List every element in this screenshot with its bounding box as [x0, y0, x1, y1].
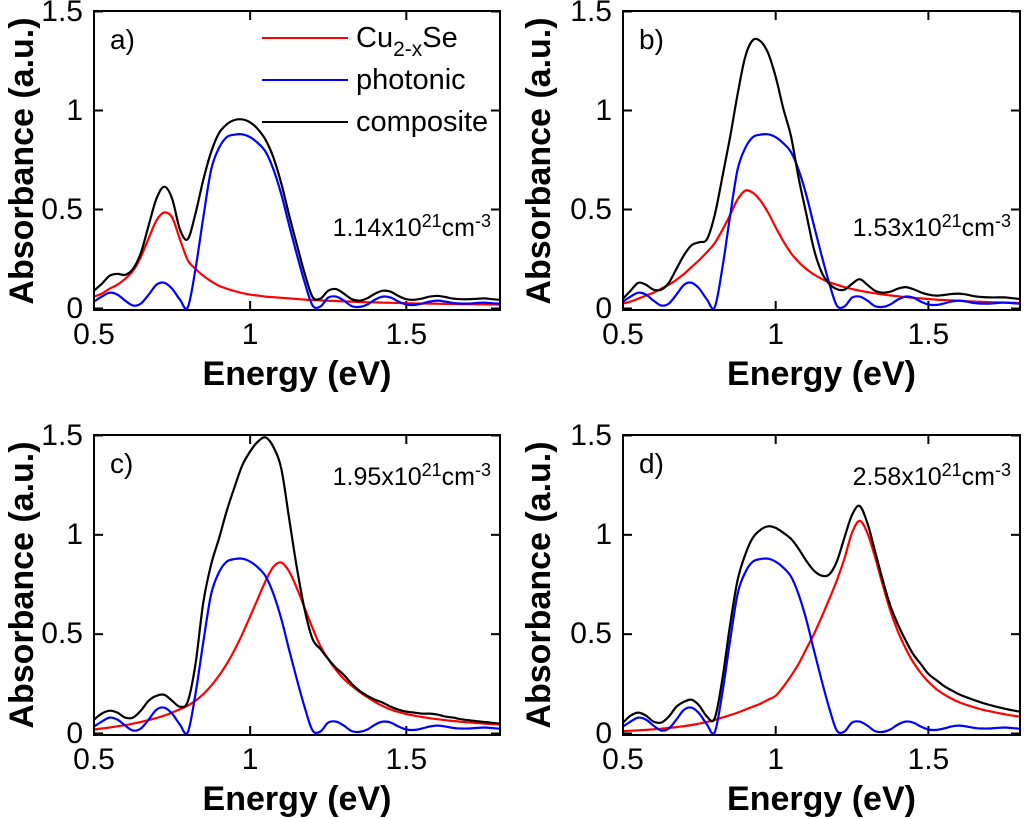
x-tick-label-d-2: 1.5: [907, 743, 950, 776]
y-tick-label-a-3: 1.5: [41, 0, 83, 28]
y-tick-label-b-0: 0: [595, 291, 612, 325]
annotation-superscript: 21: [941, 211, 962, 231]
x-tick-label-b-1: 1: [767, 318, 785, 351]
annotation-superscript: -3: [474, 211, 491, 231]
y-tick-label-b-3: 1.5: [570, 0, 612, 28]
y-axis-label-a: Absorbance (a.u.): [3, 16, 41, 305]
annotation-text: cm: [961, 214, 995, 242]
panel-label-a: a): [110, 24, 135, 55]
x-tick-label-a-2: 1.5: [385, 318, 428, 351]
curve-c-photonic: [95, 557, 499, 735]
annotation-density-a: 1.14x1021cm-3: [231, 211, 491, 245]
plot-area-a: [93, 10, 501, 311]
axes-box-d: [622, 434, 1021, 736]
x-tick-label-b-0: 0.5: [602, 318, 644, 351]
curve-a-cu2xse: [95, 211, 499, 306]
tick-marks-a: [93, 10, 499, 310]
y-tick-label-d-3: 1.5: [570, 418, 612, 452]
y-tick-label-b-2: 1: [595, 93, 612, 127]
legend-line-photonic: [262, 79, 348, 81]
y-tick-label-b-1: 0.5: [570, 192, 612, 226]
curve-b-photonic: [624, 132, 1019, 310]
y-tick-label-d-2: 1: [595, 517, 612, 551]
x-tick-label-c-0: 0.5: [73, 743, 115, 776]
y-tick-label-c-3: 1.5: [41, 418, 83, 452]
panel-label-c: c): [110, 448, 134, 479]
y-tick-label-c-2: 1: [66, 517, 83, 551]
curve-b-composite: [624, 37, 1019, 301]
y-tick-label-c-1: 0.5: [41, 617, 83, 651]
annotation-superscript: 21: [421, 460, 442, 480]
x-tick-label-a-0: 0.5: [73, 318, 115, 351]
annotation-text: cm: [441, 463, 475, 491]
legend-line-composite: [262, 121, 348, 123]
panel-label-b: b): [639, 24, 664, 55]
legend-label-cu2xse: Cu2-xSe: [356, 20, 458, 61]
annotation-superscript: 21: [941, 460, 962, 480]
curve-c-cu2xse: [95, 561, 499, 731]
y-axis-label-b: Absorbance (a.u.): [520, 16, 558, 305]
legend-label-subscript: 2-x: [393, 38, 423, 61]
plot-area-b: [622, 10, 1021, 311]
y-tick-label-a-2: 1: [66, 93, 83, 127]
annotation-superscript: 21: [421, 211, 442, 231]
tick-marks-b: [622, 10, 1019, 310]
legend-line-cu2xse: [262, 37, 348, 39]
annotation-density-d: 2.58x1021cm-3: [751, 460, 1011, 494]
legend-label-composite: composite: [356, 104, 488, 140]
x-tick-label-b-2: 1.5: [907, 318, 950, 351]
curve-a-composite: [95, 118, 499, 302]
legend-label-text: photonic: [356, 64, 466, 96]
curve-a-photonic: [95, 132, 499, 310]
axes-box-b: [622, 10, 1021, 311]
y-tick-label-c-0: 0: [66, 716, 83, 750]
y-tick-label-d-1: 0.5: [570, 617, 612, 651]
legend-label-text: Se: [422, 22, 458, 54]
annotation-text: cm: [961, 463, 995, 491]
curve-d-photonic: [624, 557, 1019, 735]
y-tick-label-a-1: 0.5: [41, 192, 83, 226]
annotation-superscript: -3: [994, 460, 1011, 480]
x-tick-label-c-1: 1: [241, 743, 259, 776]
curve-d-composite: [624, 504, 1019, 725]
x-axis-label-a: Energy (eV): [202, 355, 392, 393]
y-axis-label-d: Absorbance (a.u.): [520, 441, 558, 729]
curve-d-cu2xse: [624, 519, 1019, 733]
annotation-superscript: -3: [474, 460, 491, 480]
x-axis-label-b: Energy (eV): [727, 355, 916, 393]
legend-label-text: composite: [356, 106, 489, 138]
annotation-text: cm: [441, 214, 475, 242]
legend-label-text: Cu: [356, 22, 394, 54]
annotation-text: 1.53x10: [852, 214, 942, 242]
annotation-density-c: 1.95x1021cm-3: [231, 460, 491, 494]
x-axis-label-d: Energy (eV): [727, 780, 916, 818]
y-tick-label-d-0: 0: [595, 716, 612, 750]
plot-area-d: [622, 434, 1021, 736]
annotation-text: 1.95x10: [332, 463, 422, 491]
y-tick-label-a-0: 0: [66, 291, 83, 325]
annotation-density-b: 1.53x1021cm-3: [751, 211, 1011, 245]
curve-c-composite: [95, 436, 499, 725]
axes-box-a: [93, 10, 501, 311]
x-tick-label-d-0: 0.5: [602, 743, 644, 776]
annotation-text: 1.14x10: [332, 214, 422, 242]
legend-label-photonic: photonic: [356, 62, 466, 98]
annotation-superscript: -3: [994, 211, 1011, 231]
panel-label-d: d): [639, 448, 664, 479]
x-axis-label-c: Energy (eV): [202, 780, 392, 818]
axes-box-c: [93, 434, 501, 736]
x-tick-label-c-2: 1.5: [385, 743, 428, 776]
y-axis-label-c: Absorbance (a.u.): [3, 441, 41, 729]
plot-area-c: [93, 434, 501, 736]
x-tick-label-d-1: 1: [767, 743, 785, 776]
x-tick-label-a-1: 1: [241, 318, 259, 351]
annotation-text: 2.58x10: [852, 463, 942, 491]
